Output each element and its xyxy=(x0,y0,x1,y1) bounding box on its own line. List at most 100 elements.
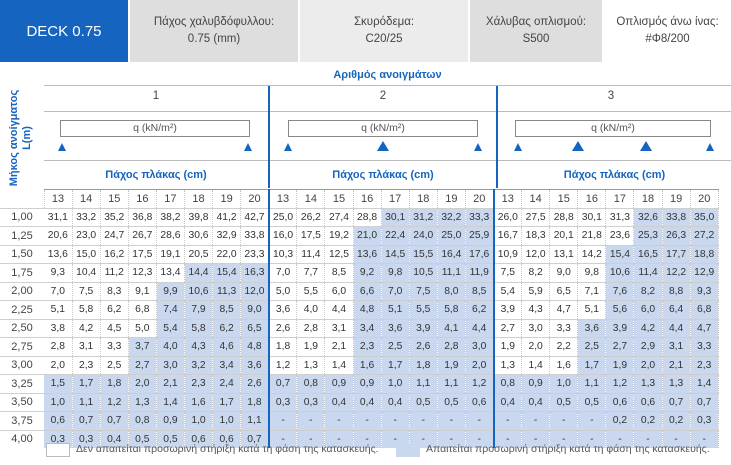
load-value-cell: 6,2 xyxy=(465,300,495,319)
thickness-col-header: 17 xyxy=(605,189,635,208)
load-value-cell: 0,6 xyxy=(44,411,73,430)
load-value-cell: 11,4 xyxy=(296,244,326,264)
thickness-col-header: 13 xyxy=(267,189,298,208)
load-value-cell: 1,0 xyxy=(549,374,579,393)
load-value-cell: 4,0 xyxy=(156,337,185,356)
top-reinforcement-box: Οπλισμός άνω ίνας: #Φ8/200 xyxy=(604,0,731,62)
load-value-cell: 2,0 xyxy=(633,355,663,375)
load-value-cell: 0,7 xyxy=(100,411,129,430)
load-value-cell: 0,4 xyxy=(492,392,523,412)
load-value-cell: 1,1 xyxy=(437,374,466,393)
load-value-cell: 13,1 xyxy=(549,244,579,264)
span-length-cell: 1,75 xyxy=(0,263,44,282)
load-value-cell: - xyxy=(296,411,326,430)
load-value-cell: 32,6 xyxy=(633,207,663,227)
load-value-cell: 7,0 xyxy=(44,281,73,301)
load-value-cell: 0,5 xyxy=(577,392,607,412)
load-value-cell: 1,3 xyxy=(492,355,523,375)
thickness-col-header: 17 xyxy=(381,189,410,208)
load-value-cell: 0,3 xyxy=(690,411,719,430)
load-value-cell: 16,5 xyxy=(633,244,663,264)
load-value-cell: 17,7 xyxy=(662,244,691,264)
load-value-cell: 1,0 xyxy=(212,411,242,430)
load-value-cell: 9,3 xyxy=(690,281,719,301)
load-value-cell: 32,2 xyxy=(437,207,466,227)
load-value-cell: 9,3 xyxy=(44,263,73,282)
group-3-support-right-icon xyxy=(706,143,714,151)
load-value-cell: 0,8 xyxy=(128,411,157,430)
load-value-cell: 25,0 xyxy=(267,207,298,227)
sheet-thickness-value: 0.75 (mm) xyxy=(187,33,241,45)
legend-no-support-text: Δεν απαιτείται προσωρινή στήριξη κατά τη… xyxy=(76,443,379,455)
load-value-cell: 1,0 xyxy=(184,411,214,430)
load-value-cell: 0,3 xyxy=(72,429,101,448)
load-value-cell: 33,2 xyxy=(72,207,101,227)
load-value-cell: 0,9 xyxy=(353,374,382,393)
load-value-cell: 5,6 xyxy=(605,300,635,319)
load-value-cell: 0,4 xyxy=(381,392,410,412)
load-value-cell: 3,9 xyxy=(492,300,523,319)
load-value-cell: 15,5 xyxy=(409,244,438,264)
load-value-cell: - xyxy=(437,429,466,448)
load-value-cell: - xyxy=(492,411,523,430)
load-value-cell: 28,8 xyxy=(549,207,579,227)
load-value-cell: 2,0 xyxy=(465,355,495,375)
load-value-cell: 0,5 xyxy=(128,429,157,448)
load-value-cell: 25,9 xyxy=(465,226,495,245)
load-value-cell: 38,2 xyxy=(156,207,185,227)
load-value-cell: - xyxy=(605,429,635,448)
load-value-cell: 1,2 xyxy=(465,374,495,393)
load-value-cell: 18,8 xyxy=(690,244,719,264)
load-value-cell: 0,4 xyxy=(353,392,382,412)
thickness-col-header: 15 xyxy=(100,189,129,208)
load-value-cell: 0,7 xyxy=(690,392,719,412)
group-2-support-left-icon xyxy=(284,143,292,151)
load-value-cell: 23,3 xyxy=(240,244,270,264)
load-value-cell: 1,2 xyxy=(605,374,635,393)
load-value-cell: 5,5 xyxy=(296,281,326,301)
load-value-cell: 3,0 xyxy=(156,355,185,375)
load-value-cell: 11,3 xyxy=(212,281,242,301)
load-value-cell: 3,3 xyxy=(100,337,129,356)
load-value-cell: 2,5 xyxy=(381,337,410,356)
load-value-cell: 1,7 xyxy=(381,355,410,375)
load-value-cell: 3,0 xyxy=(521,318,551,338)
load-value-cell: - xyxy=(465,429,495,448)
load-value-cell: - xyxy=(409,411,438,430)
load-value-cell: 2,3 xyxy=(184,374,214,393)
load-value-cell: 28,8 xyxy=(353,207,382,227)
load-value-cell: 19,1 xyxy=(156,244,185,264)
load-value-cell: 9,1 xyxy=(128,281,157,301)
span-length-cell: 2,50 xyxy=(0,318,44,338)
load-value-cell: 5,1 xyxy=(44,300,73,319)
load-value-cell: 3,7 xyxy=(128,337,157,356)
thickness-col-header: 19 xyxy=(437,189,466,208)
load-value-cell: 17,6 xyxy=(465,244,495,264)
load-value-cell: 1,8 xyxy=(409,355,438,375)
load-value-cell: 4,4 xyxy=(465,318,495,338)
thickness-header-row: 13 14 15 16 17 18 19 20 13 14 15 16 17 18 19 20 13 14 15 16… xyxy=(0,189,719,208)
table-row: 1,00 31,1 33,2 35,2 36,8 38,2 39,8 41,2 42,7 25,0… xyxy=(0,207,719,227)
load-value-cell: - xyxy=(267,411,298,430)
load-value-cell: 6,8 xyxy=(128,300,157,319)
load-value-cell: 3,9 xyxy=(605,318,635,338)
load-value-cell: 1,7 xyxy=(72,374,101,393)
concrete-box: Σκυρόδεμα: C20/25 xyxy=(300,0,468,62)
span-length-cell: 2,00 xyxy=(0,281,44,301)
load-value-cell: 7,5 xyxy=(72,281,101,301)
load-value-cell: 6,6 xyxy=(353,281,382,301)
load-value-cell: 6,5 xyxy=(240,318,270,338)
load-value-cell: 8,2 xyxy=(521,263,551,282)
load-value-cell: 10,5 xyxy=(409,263,438,282)
load-value-cell: 17,5 xyxy=(296,226,326,245)
load-value-cell: 3,2 xyxy=(184,355,214,375)
load-value-cell: 0,7 xyxy=(662,392,691,412)
span-length-label-line2: L(m) xyxy=(21,126,33,150)
load-value-cell: 2,7 xyxy=(605,337,635,356)
table-row: 2,50 3,8 4,2 4,5 5,0 5,4 5,8 6,2 6,5 2,6 2,8 3,1 3,4… xyxy=(0,318,719,338)
load-value-cell: 0,6 xyxy=(465,392,495,412)
load-value-cell: 9,0 xyxy=(549,263,579,282)
load-value-cell: 1,3 xyxy=(662,374,691,393)
load-value-cell: 27,4 xyxy=(324,207,354,227)
load-value-cell: 4,3 xyxy=(184,337,214,356)
